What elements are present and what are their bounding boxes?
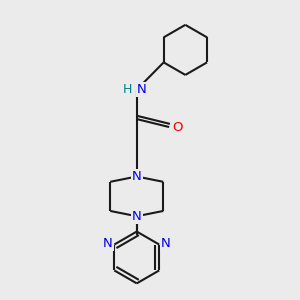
Text: N: N: [132, 210, 142, 223]
Text: O: O: [172, 121, 182, 134]
Text: N: N: [161, 236, 170, 250]
Text: N: N: [137, 83, 147, 96]
Text: H: H: [123, 83, 132, 96]
Text: N: N: [132, 170, 142, 183]
Text: N: N: [103, 236, 113, 250]
